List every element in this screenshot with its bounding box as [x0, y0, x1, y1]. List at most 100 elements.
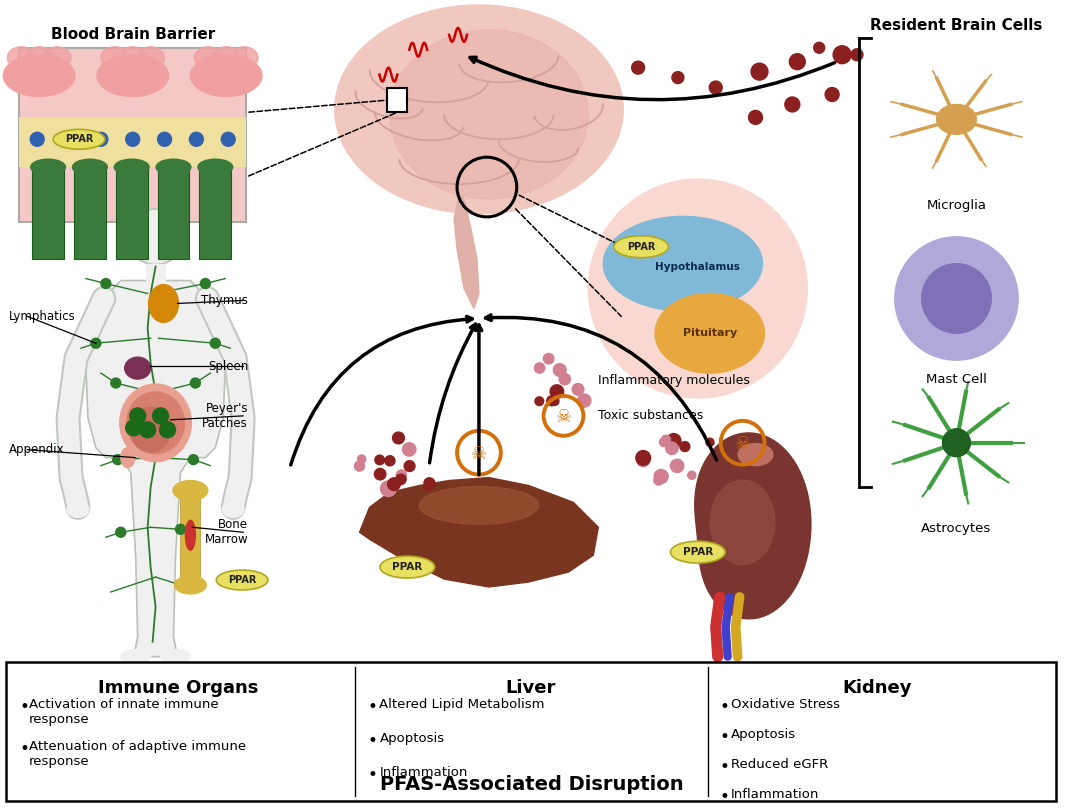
Ellipse shape: [216, 570, 268, 590]
Circle shape: [789, 53, 805, 70]
Circle shape: [30, 132, 44, 147]
Circle shape: [632, 62, 644, 75]
Ellipse shape: [173, 480, 208, 501]
Text: Inflammatory molecules: Inflammatory molecules: [599, 373, 750, 386]
Ellipse shape: [334, 5, 623, 214]
Ellipse shape: [655, 293, 765, 373]
Ellipse shape: [149, 284, 179, 322]
Circle shape: [679, 441, 690, 451]
Ellipse shape: [380, 556, 435, 578]
Circle shape: [535, 363, 544, 373]
Ellipse shape: [671, 541, 725, 563]
Ellipse shape: [420, 487, 539, 524]
Circle shape: [375, 455, 384, 465]
Circle shape: [659, 438, 668, 446]
Text: PPAR: PPAR: [228, 575, 257, 585]
FancyBboxPatch shape: [388, 87, 407, 113]
Text: Reduced eGFR: Reduced eGFR: [731, 758, 828, 771]
Circle shape: [91, 339, 101, 348]
Circle shape: [825, 87, 839, 101]
Text: Microglia: Microglia: [927, 199, 986, 212]
Ellipse shape: [119, 47, 147, 69]
Ellipse shape: [120, 448, 134, 467]
Text: Liver: Liver: [506, 679, 556, 697]
Text: Appendix: Appendix: [10, 443, 65, 456]
Polygon shape: [694, 433, 810, 619]
FancyBboxPatch shape: [199, 165, 231, 258]
Circle shape: [654, 475, 663, 485]
Text: Spleen: Spleen: [208, 360, 248, 373]
Circle shape: [189, 454, 198, 465]
Text: PPAR: PPAR: [65, 134, 93, 144]
FancyBboxPatch shape: [158, 165, 190, 258]
Ellipse shape: [125, 357, 150, 379]
Ellipse shape: [603, 216, 763, 311]
FancyBboxPatch shape: [6, 662, 1056, 801]
Circle shape: [749, 110, 763, 125]
Circle shape: [128, 209, 183, 265]
Circle shape: [546, 396, 557, 406]
Circle shape: [661, 435, 671, 445]
Circle shape: [152, 408, 168, 424]
Circle shape: [851, 49, 863, 61]
Circle shape: [158, 132, 171, 147]
Polygon shape: [454, 194, 479, 309]
Circle shape: [666, 442, 678, 454]
Text: PPAR: PPAR: [392, 562, 423, 572]
Text: •: •: [367, 698, 377, 716]
Circle shape: [404, 461, 415, 471]
FancyBboxPatch shape: [180, 488, 200, 587]
Text: ☠: ☠: [471, 445, 487, 463]
Circle shape: [577, 394, 591, 407]
Text: Peyer's
Patches: Peyer's Patches: [202, 402, 248, 430]
Circle shape: [222, 132, 235, 147]
Text: Resident Brain Cells: Resident Brain Cells: [870, 18, 1043, 33]
Circle shape: [671, 459, 684, 472]
Circle shape: [393, 432, 405, 444]
Ellipse shape: [175, 576, 207, 594]
Ellipse shape: [127, 392, 184, 454]
Circle shape: [384, 456, 395, 466]
Circle shape: [814, 42, 824, 53]
Text: Thymus: Thymus: [201, 294, 248, 307]
Circle shape: [358, 455, 365, 463]
Ellipse shape: [31, 160, 66, 175]
FancyBboxPatch shape: [146, 263, 165, 282]
Circle shape: [921, 263, 992, 333]
Ellipse shape: [101, 47, 129, 69]
Ellipse shape: [710, 480, 775, 565]
Ellipse shape: [195, 47, 223, 69]
FancyBboxPatch shape: [32, 165, 64, 258]
Ellipse shape: [613, 236, 669, 258]
Ellipse shape: [212, 47, 241, 69]
Text: •: •: [19, 698, 29, 716]
Text: •: •: [720, 698, 730, 716]
Circle shape: [551, 397, 559, 405]
Ellipse shape: [738, 444, 773, 466]
Text: ☠: ☠: [556, 408, 572, 426]
Text: •: •: [19, 740, 29, 758]
Circle shape: [113, 454, 122, 465]
Circle shape: [572, 383, 584, 395]
Ellipse shape: [26, 47, 53, 69]
Circle shape: [191, 378, 200, 388]
Ellipse shape: [114, 160, 149, 175]
Ellipse shape: [119, 384, 192, 462]
Circle shape: [210, 339, 220, 348]
Text: PPAR: PPAR: [683, 548, 712, 557]
Text: Apoptosis: Apoptosis: [731, 728, 796, 741]
Ellipse shape: [161, 650, 191, 663]
Text: Inflammation: Inflammation: [731, 788, 819, 801]
Text: Oxidative Stress: Oxidative Stress: [731, 698, 839, 711]
Text: Activation of innate immune
response: Activation of innate immune response: [29, 698, 219, 727]
Circle shape: [636, 450, 651, 465]
Circle shape: [535, 397, 543, 406]
Circle shape: [396, 470, 407, 480]
Circle shape: [943, 428, 970, 457]
Text: Astrocytes: Astrocytes: [921, 522, 992, 535]
Ellipse shape: [72, 160, 108, 175]
Circle shape: [424, 478, 435, 488]
Circle shape: [140, 422, 155, 437]
Circle shape: [160, 422, 176, 437]
Circle shape: [126, 132, 140, 147]
